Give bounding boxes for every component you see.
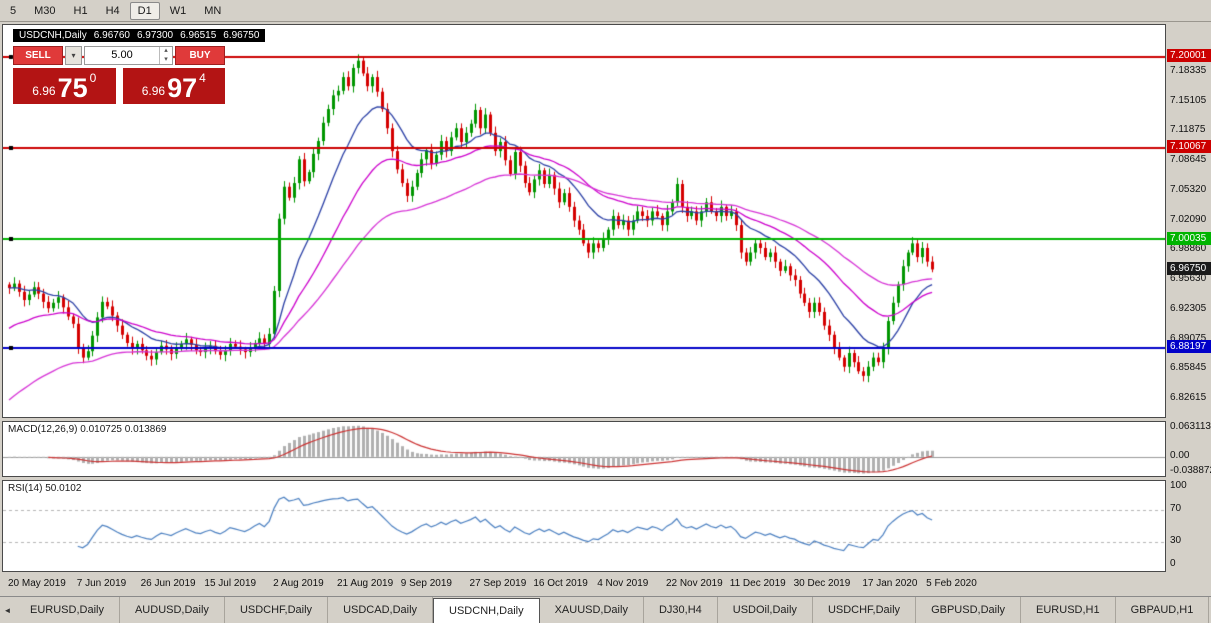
rsi-axis-tick: 0 — [1170, 558, 1176, 570]
date-tick: 15 Jul 2019 — [204, 578, 257, 589]
price-marker-tag: 7.10067 — [1167, 140, 1211, 154]
price-tick: 7.02090 — [1170, 213, 1207, 225]
date-tick: 20 May 2019 — [8, 578, 66, 589]
rsi-axis-tick: 100 — [1170, 480, 1187, 491]
chart-tab-xauusd-daily[interactable]: XAUUSD,Daily — [540, 597, 644, 623]
date-tick: 4 Nov 2019 — [597, 578, 649, 589]
chart-tab-usdchf-daily[interactable]: USDCHF,Daily — [225, 597, 329, 623]
chart-symbol-label: USDCNH,Daily — [19, 30, 87, 41]
rsi-axis: 100 70 30 0 — [1166, 480, 1211, 572]
price-marker-tag: 7.00035 — [1167, 231, 1211, 245]
chart-tab-usdcnh-daily[interactable]: USDCNH,Daily — [433, 598, 540, 623]
price-tick: 6.92305 — [1170, 303, 1207, 315]
buy-big-figure: 6.96 — [141, 84, 166, 98]
chart-tab-eurusd-h1[interactable]: EURUSD,H1 — [1021, 597, 1116, 623]
price-marker-tag: 6.88197 — [1167, 340, 1211, 354]
timeframe-button-d1[interactable]: D1 — [129, 1, 160, 20]
volume-decrease-button[interactable]: ▾ — [164, 55, 168, 63]
chart-tab-gbpusd-daily[interactable]: GBPUSD,Daily — [916, 597, 1022, 623]
timeframe-button-m30[interactable]: M30 — [34, 4, 56, 17]
chart-high-value: 6.97300 — [136, 30, 174, 41]
timeframe-button-5[interactable]: 5 — [10, 4, 17, 17]
volume-increase-button[interactable]: ▴ — [164, 47, 168, 54]
price-tick: 6.95630 — [1170, 272, 1207, 284]
date-tick: 22 Nov 2019 — [665, 578, 723, 589]
chevron-down-icon: ▾ — [71, 51, 76, 60]
sell-pipette: 0 — [89, 71, 97, 85]
main-chart-panel: USDCNH,Daily 6.96760 6.97300 6.96515 6.9… — [2, 24, 1166, 418]
one-click-trade-panel: SELL ▾ 5.00 ▴ ▾ BUY 6.96 75 0 6.96 97 4 — [13, 46, 225, 104]
chart-tab-usdchf-daily[interactable]: USDCHF,Daily — [813, 597, 917, 623]
chart-info-bar: USDCNH,Daily 6.96760 6.97300 6.96515 6.9… — [13, 29, 266, 42]
sell-price-button[interactable]: 6.96 75 0 — [13, 68, 116, 104]
sell-pips: 75 — [57, 73, 88, 103]
date-tick: 27 Sep 2019 — [469, 578, 527, 589]
macd-panel: MACD(12,26,9) 0.010725 0.013869 — [2, 421, 1166, 477]
sell-big-figure: 6.96 — [32, 84, 56, 98]
macd-axis-tick: 0.00 — [1170, 449, 1190, 461]
rsi-axis-tick: 70 — [1170, 503, 1182, 515]
date-tick: 17 Jan 2020 — [862, 578, 918, 589]
date-tick: 26 Jun 2019 — [140, 578, 196, 589]
price-tick: 7.08645 — [1170, 153, 1207, 165]
macd-axis-tick: -0.038872 — [1170, 465, 1211, 476]
volume-input[interactable]: 5.00 ▴ ▾ — [84, 46, 173, 65]
buy-button[interactable]: BUY — [175, 46, 225, 65]
chart-low-value: 6.96515 — [180, 30, 217, 41]
chart-open-value: 6.96760 — [93, 30, 130, 41]
macd-canvas — [3, 422, 1165, 476]
chart-tab-dj30-h4[interactable]: DJ30,H4 — [644, 597, 718, 623]
date-tick: 21 Aug 2019 — [336, 578, 394, 589]
price-marker-tag: 6.96750 — [1167, 261, 1211, 275]
price-tick: 7.15105 — [1170, 94, 1207, 106]
buy-price-button[interactable]: 6.96 97 4 — [122, 68, 225, 104]
price-tick: 7.18335 — [1170, 65, 1207, 77]
timeframe-toolbar: 5 M30 H1 H4 D1 W1 MN — [0, 0, 1211, 22]
rsi-canvas — [3, 481, 1165, 571]
macd-label: MACD(12,26,9) 0.010725 0.013869 — [8, 424, 167, 435]
chart-tab-usdcad-daily[interactable]: USDCAD,Daily — [328, 597, 434, 623]
date-tick: 5 Feb 2020 — [926, 578, 977, 589]
price-tick: 6.85845 — [1170, 362, 1207, 374]
rsi-panel: RSI(14) 50.0102 — [2, 480, 1166, 572]
volume-spinner: ▴ ▾ — [159, 47, 172, 64]
chart-tab-bar: ◄ EURUSD,Daily AUDUSD,Daily USDCHF,Daily US… — [0, 596, 1211, 623]
date-tick: 16 Oct 2019 — [533, 578, 588, 589]
price-tick: 6.98860 — [1170, 243, 1207, 255]
volume-dropdown-button[interactable]: ▾ — [65, 46, 82, 65]
price-marker-tag: 7.20001 — [1167, 49, 1211, 63]
date-tick: 30 Dec 2019 — [793, 578, 851, 589]
rsi-label: RSI(14) 50.0102 — [8, 483, 82, 494]
chart-tab-audusd-daily[interactable]: AUDUSD,Daily — [120, 597, 225, 623]
volume-value: 5.00 — [111, 49, 133, 61]
macd-axis-tick: 0.063113 — [1170, 421, 1211, 433]
timeframe-button-h1[interactable]: H1 — [73, 4, 88, 17]
date-tick: 9 Sep 2019 — [400, 578, 452, 589]
buy-pips: 97 — [167, 73, 198, 103]
date-tick: 7 Jun 2019 — [76, 578, 127, 589]
sell-button[interactable]: SELL — [13, 46, 63, 65]
tab-scroll-left-button[interactable]: ◄ — [3, 605, 12, 615]
chart-tab-eurusd-daily[interactable]: EURUSD,Daily — [15, 597, 120, 623]
date-tick: 2 Aug 2019 — [273, 578, 324, 589]
time-axis: 20 May 2019 7 Jun 2019 26 Jun 2019 15 Jul 2… — [2, 574, 1166, 594]
timeframe-button-w1[interactable]: W1 — [169, 4, 187, 17]
date-tick: 11 Dec 2019 — [729, 578, 786, 589]
price-tick: 6.82615 — [1170, 391, 1207, 403]
buy-pipette: 4 — [199, 71, 206, 85]
price-axis: 7.18335 7.15105 7.11875 7.08645 7.05320 7.020… — [1166, 24, 1211, 418]
chart-tabs: EURUSD,Daily AUDUSD,Daily USDCHF,Daily USDC… — [15, 597, 1210, 623]
chart-tab-gbpaud-h1[interactable]: GBPAUD,H1 — [1116, 597, 1210, 623]
price-tick: 7.11875 — [1170, 124, 1206, 136]
chart-close-value: 6.96750 — [223, 30, 260, 41]
price-tick: 6.89075 — [1170, 332, 1207, 344]
price-tick: 7.05320 — [1170, 184, 1207, 196]
timeframe-button-mn[interactable]: MN — [204, 4, 222, 17]
timeframe-button-h4[interactable]: H4 — [105, 4, 120, 17]
macd-axis: 0.063113 0.00 -0.038872 — [1166, 421, 1211, 477]
chart-tab-usdoil-daily[interactable]: USDOil,Daily — [718, 597, 813, 623]
rsi-axis-tick: 30 — [1170, 534, 1182, 546]
